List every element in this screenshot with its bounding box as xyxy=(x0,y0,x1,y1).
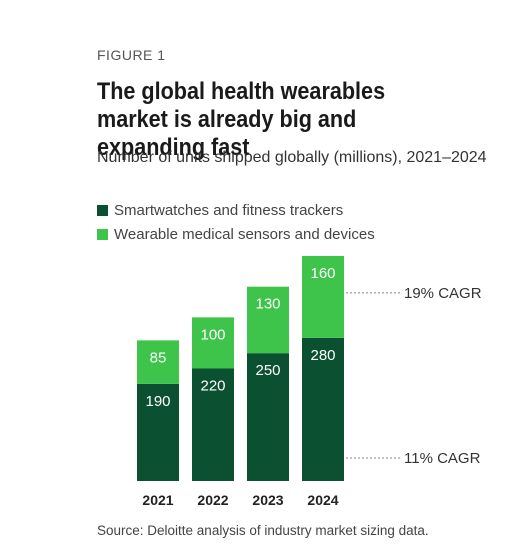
data-label-2022-series1: 100 xyxy=(200,326,225,343)
cagr-annotation-1: 11% CAGR xyxy=(404,450,481,467)
legend-label-smartwatches: Smartwatches and fitness trackers xyxy=(114,201,344,219)
chart-title: The global health wearables market is al… xyxy=(97,78,386,161)
x-tick-label-2021: 2021 xyxy=(142,492,173,508)
legend-swatch-medical xyxy=(97,228,108,240)
legend-swatch-smartwatches xyxy=(97,204,108,216)
data-label-2021-series1: 85 xyxy=(150,349,167,366)
x-tick-label-2023: 2023 xyxy=(252,492,283,508)
legend-item-smartwatches: Smartwatches and fitness trackers xyxy=(97,199,375,221)
cagr-annotation-0: 19% CAGR xyxy=(404,285,482,302)
bar-2021-series1 xyxy=(137,340,179,384)
chart-subtitle: Number of units shipped globally (millio… xyxy=(97,149,487,166)
data-label-2024-series0: 280 xyxy=(310,347,335,364)
data-label-2023-series0: 250 xyxy=(255,362,280,379)
bar-2023-series0 xyxy=(247,353,289,481)
legend-item-medical: Wearable medical sensors and devices xyxy=(97,223,375,245)
figure-label: FIGURE 1 xyxy=(97,47,166,63)
x-tick-label-2024: 2024 xyxy=(307,492,338,508)
bar-2024-series1 xyxy=(302,256,344,338)
bar-2021-series0 xyxy=(137,383,179,481)
bar-2024-series0 xyxy=(302,337,344,481)
data-label-2022-series0: 220 xyxy=(200,378,225,395)
data-label-2023-series1: 130 xyxy=(255,296,280,313)
bar-2022-series0 xyxy=(192,368,234,481)
bar-2022-series1 xyxy=(192,317,234,369)
data-label-2021-series0: 190 xyxy=(145,393,170,410)
source-note: Source: Deloitte analysis of industry ma… xyxy=(97,523,429,538)
x-tick-label-2022: 2022 xyxy=(197,492,228,508)
legend: Smartwatches and fitness trackers Wearab… xyxy=(97,199,375,247)
legend-label-medical: Wearable medical sensors and devices xyxy=(114,225,375,243)
bar-2023-series1 xyxy=(247,286,289,354)
data-label-2024-series1: 160 xyxy=(310,265,335,282)
